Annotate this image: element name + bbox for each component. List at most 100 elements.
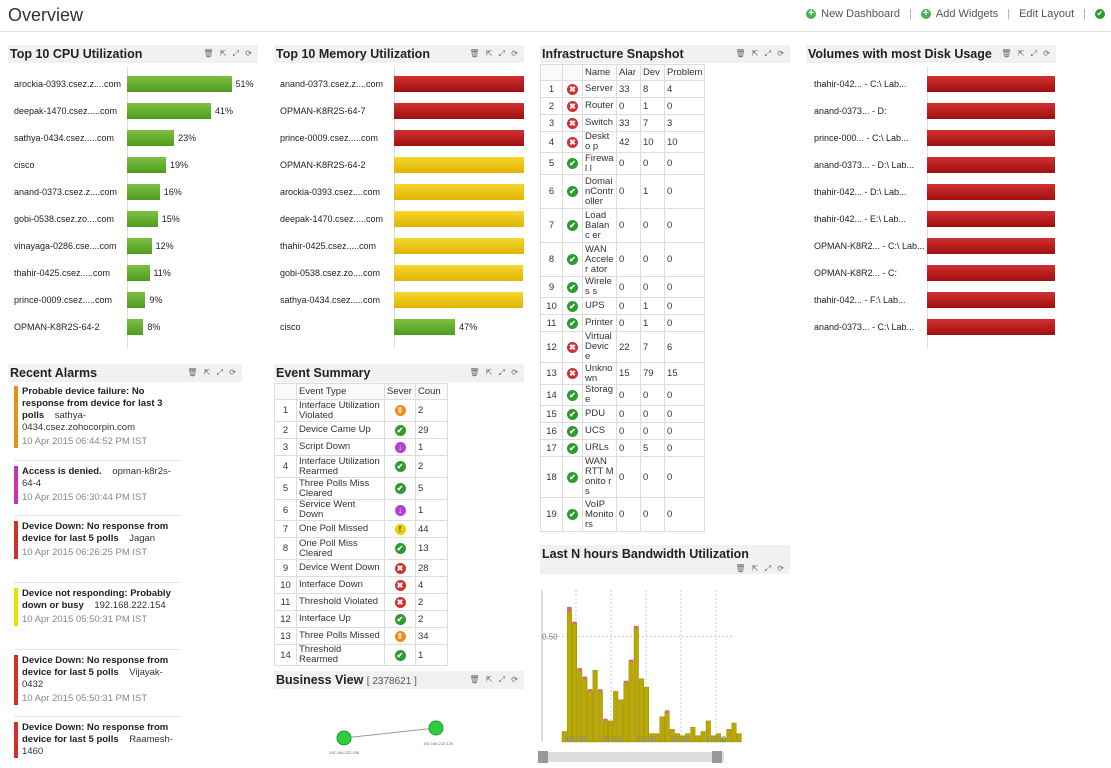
cpu-bar[interactable]: [127, 130, 175, 146]
table-row[interactable]: 11 Threshold Violated ✖ 2: [274, 593, 448, 611]
new-dashboard-link[interactable]: + New Dashboard: [806, 8, 900, 20]
memory-bar[interactable]: [394, 76, 524, 92]
disk-bar-row[interactable]: thahir-042... - E:\ Lab...: [814, 211, 1056, 227]
table-row[interactable]: 2 ✖ Router 0 1 0: [540, 97, 706, 115]
bandwidth-bar[interactable]: [721, 737, 727, 743]
disk-bar[interactable]: [927, 76, 1055, 92]
cpu-bar-row[interactable]: arockia-0393.csez.z....com 51%: [14, 76, 254, 92]
event-type[interactable]: Threshold Violated: [296, 593, 385, 611]
category-name[interactable]: VoIP Monito rs: [582, 497, 617, 532]
bandwidth-bar[interactable]: [685, 733, 691, 743]
bandwidth-bar[interactable]: [664, 712, 670, 743]
table-row[interactable]: 1 ✖ Server 33 8 4: [540, 80, 706, 98]
table-row[interactable]: 2 Device Came Up ✔ 29: [274, 421, 448, 439]
bandwidth-bar[interactable]: [674, 733, 680, 743]
event-type[interactable]: Device Went Down: [296, 559, 385, 577]
bandwidth-bar[interactable]: [572, 623, 578, 743]
disk-bar[interactable]: [927, 211, 1055, 227]
alarm-item[interactable]: Device Down: No response from device for…: [14, 655, 181, 705]
disk-bar-row[interactable]: thahir-042... - D:\ Lab...: [814, 184, 1056, 200]
column-header[interactable]: Coun: [415, 383, 448, 400]
table-row[interactable]: 5 Three Polls Miss Cleared ✔ 5: [274, 477, 448, 500]
column-header[interactable]: Dev: [640, 64, 665, 81]
bandwidth-bar-out[interactable]: [577, 668, 582, 671]
event-type[interactable]: Service Went Down: [296, 499, 385, 521]
bandwidth-bar[interactable]: [633, 627, 639, 743]
column-header[interactable]: Problem: [663, 64, 706, 81]
bandwidth-bar[interactable]: [669, 729, 675, 743]
category-name[interactable]: PDU: [582, 405, 617, 423]
cpu-bar-row[interactable]: prince-0009.csez.....com 9%: [14, 292, 254, 308]
disk-bar-row[interactable]: thahir-042... - C:\ Lab...: [814, 76, 1056, 92]
bandwidth-bar[interactable]: [680, 735, 686, 743]
column-header[interactable]: Name: [582, 64, 617, 81]
category-name[interactable]: Wireles s: [582, 276, 617, 298]
disk-bar[interactable]: [927, 292, 1055, 308]
bandwidth-bar-out[interactable]: [634, 625, 639, 628]
business-view-map[interactable]: 192.168.222.156 192.168.222.129: [274, 690, 524, 768]
table-row[interactable]: 12 Interface Up ✔ 2: [274, 610, 448, 628]
disk-bar[interactable]: [927, 130, 1055, 146]
table-row[interactable]: 18 ✔ WAN RTT Monito rs 0 0 0: [540, 456, 706, 498]
cpu-bar[interactable]: [127, 157, 166, 173]
table-row[interactable]: 3 Script Down ↓ 1: [274, 438, 448, 456]
alarm-source[interactable]: Jagan: [129, 533, 156, 544]
bandwidth-bar[interactable]: [613, 691, 619, 743]
category-name[interactable]: Switch: [582, 114, 617, 132]
table-row[interactable]: 6 Service Went Down ↓ 1: [274, 499, 448, 521]
disk-bar-row[interactable]: anand-0373... - D:\ Lab...: [814, 157, 1056, 173]
bandwidth-bar[interactable]: [561, 731, 567, 743]
bandwidth-bar[interactable]: [654, 733, 660, 743]
category-name[interactable]: WAN Acceler ator: [582, 242, 617, 277]
cpu-bar[interactable]: [127, 292, 146, 308]
bandwidth-bar-out[interactable]: [598, 689, 603, 692]
memory-bar-row[interactable]: anand-0373.csez.z....com: [280, 76, 524, 92]
table-row[interactable]: 14 Threshold Rearmed ✔ 1: [274, 644, 448, 666]
table-row[interactable]: 13 ✖ Unkno wn 15 79 15: [540, 362, 706, 385]
disk-bar-row[interactable]: anand-0373... - C:\ Lab...: [814, 319, 1056, 335]
bandwidth-bar-out[interactable]: [572, 621, 577, 624]
bandwidth-bar[interactable]: [731, 722, 737, 743]
bandwidth-bar[interactable]: [659, 716, 665, 743]
category-name[interactable]: UPS: [582, 297, 617, 315]
memory-bar-row[interactable]: gobi-0538.csez.zo....com: [280, 265, 524, 281]
node-icon[interactable]: [428, 720, 444, 736]
cpu-bar-row[interactable]: OPMAN-K8R2S-64-2 8%: [14, 319, 254, 335]
category-name[interactable]: Firewal l: [582, 152, 617, 175]
table-row[interactable]: 9 Device Went Down ✖ 28: [274, 559, 448, 577]
event-type[interactable]: Interface Up: [296, 610, 385, 628]
cpu-bar-row[interactable]: sathya-0434.csez.....com 23%: [14, 130, 254, 146]
memory-bar[interactable]: [394, 265, 523, 281]
memory-bar[interactable]: [394, 103, 524, 119]
bandwidth-bar[interactable]: [690, 727, 696, 743]
category-name[interactable]: Unkno wn: [582, 362, 617, 385]
table-row[interactable]: 10 Interface Down ✖ 4: [274, 576, 448, 594]
bandwidth-bar[interactable]: [649, 733, 655, 743]
memory-bar[interactable]: [394, 292, 523, 308]
alarm-item[interactable]: Probable device failure: No response fro…: [14, 386, 181, 448]
bandwidth-bar[interactable]: [736, 733, 742, 743]
category-name[interactable]: URLs: [582, 439, 617, 457]
category-name[interactable]: Printer: [582, 314, 617, 332]
memory-bar-row[interactable]: OPMAN-K8R2S-64-7: [280, 103, 524, 119]
scroller-handle-right[interactable]: [712, 751, 722, 763]
memory-bar-row[interactable]: thahir-0425.csez.....com: [280, 238, 524, 254]
event-type[interactable]: Three Polls Missed: [296, 627, 385, 645]
bandwidth-bar[interactable]: [587, 691, 593, 743]
alarm-source[interactable]: sathya-0434.csez.zohocorpin.com: [22, 410, 136, 433]
table-row[interactable]: 6 ✔ Domai nContr oller 0 1 0: [540, 174, 706, 209]
cpu-bar[interactable]: [127, 76, 232, 92]
column-header[interactable]: Sever: [384, 383, 416, 400]
cpu-bar[interactable]: [127, 265, 150, 281]
bandwidth-bar[interactable]: [582, 678, 588, 743]
cpu-bar[interactable]: [127, 103, 212, 119]
disk-bar[interactable]: [927, 103, 1055, 119]
cpu-bar[interactable]: [127, 184, 160, 200]
disk-bar-row[interactable]: thahir-042... - F:\ Lab...: [814, 292, 1056, 308]
category-name[interactable]: Server: [582, 80, 617, 98]
bandwidth-bar[interactable]: [618, 699, 624, 743]
table-row[interactable]: 19 ✔ VoIP Monito rs 0 0 0: [540, 497, 706, 532]
bandwidth-bar[interactable]: [700, 731, 706, 743]
disk-bar[interactable]: [927, 319, 1055, 335]
event-type[interactable]: Script Down: [296, 438, 385, 456]
